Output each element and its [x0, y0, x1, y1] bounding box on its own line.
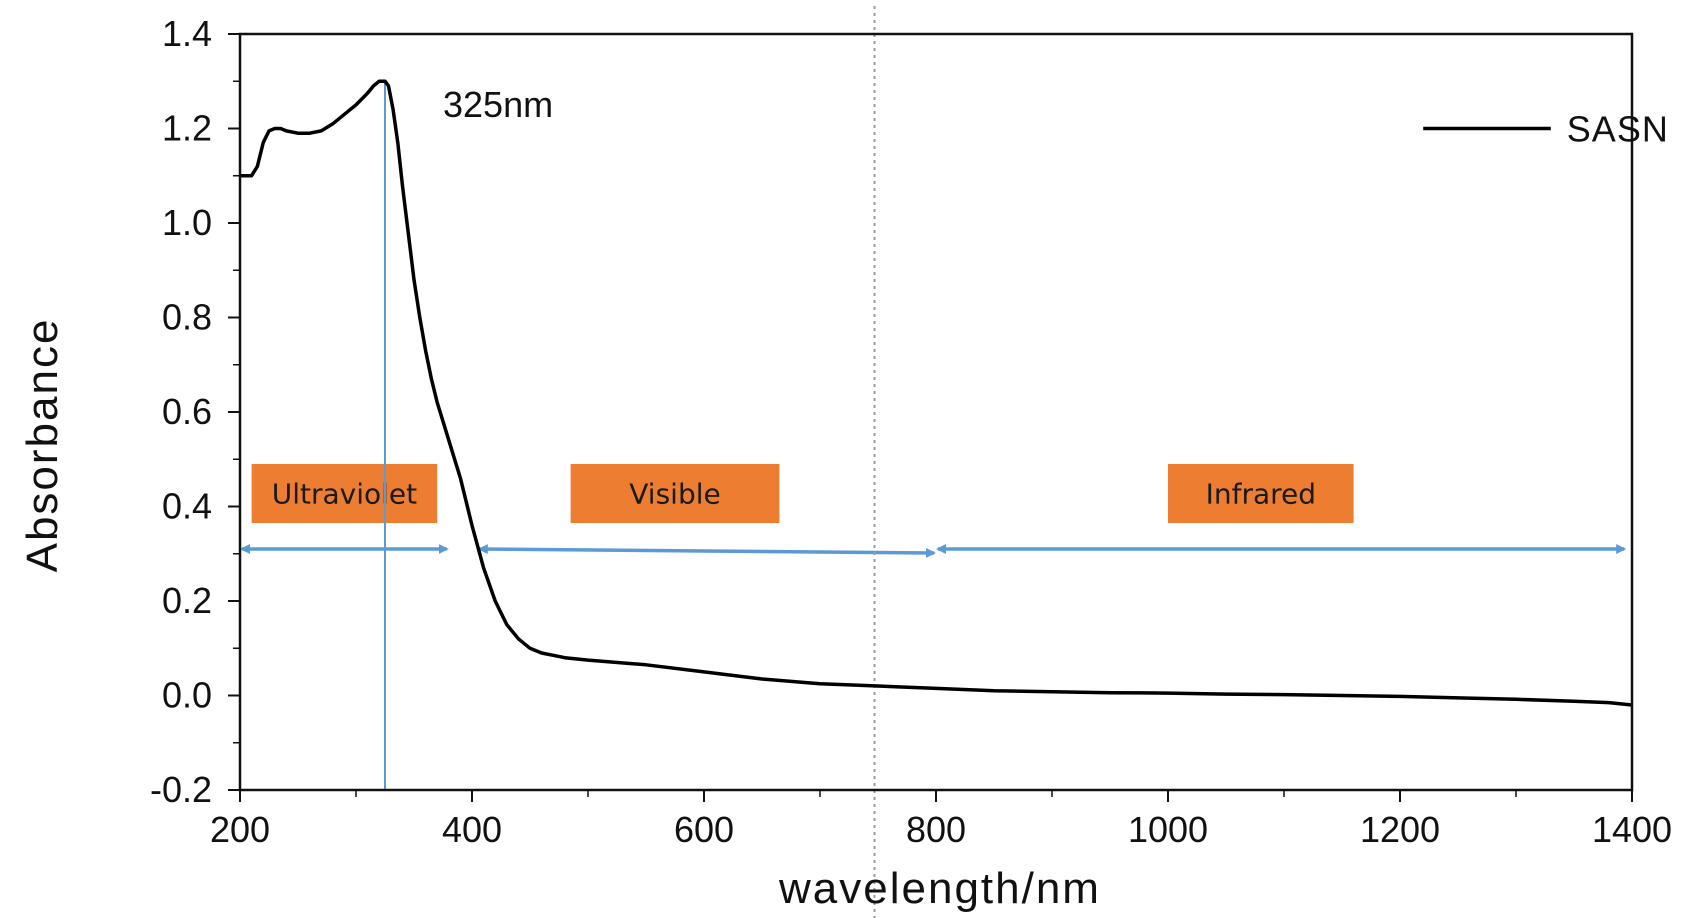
tick-layer: 200 400 600 800 1000 1200 1400 -0.2 0.0 0.2 0.4 0.6…	[150, 13, 1672, 850]
x-tick-label-1200: 1200	[1360, 809, 1440, 850]
y-tick-label: -0.2	[150, 769, 212, 810]
y-tick-label: 1.2	[162, 108, 212, 149]
x-tick-label-600: 600	[674, 809, 734, 850]
legend: SASN	[1423, 109, 1669, 150]
y-tick-label: 1.0	[162, 202, 212, 243]
region-label-visible: Visible	[629, 478, 720, 511]
region-label-box-visible	[570, 463, 780, 524]
region-label-box-infrared	[1168, 463, 1354, 524]
axes-layer	[238, 32, 1634, 792]
series-layer	[240, 79, 1633, 707]
region-arrow-visible	[477, 544, 936, 558]
reference-line-layer	[384, 6, 876, 918]
x-tick-label-800: 800	[906, 809, 966, 850]
x-axis-title: wavelength/nm	[778, 864, 1101, 913]
region-label-box-ultraviolet	[251, 463, 438, 524]
plot-frame	[238, 32, 1634, 792]
x-tick-label-1400: 1400	[1592, 809, 1672, 850]
region-label-ultraviolet: Ultraviolet	[272, 478, 417, 511]
x-tick-label-200: 200	[210, 809, 270, 850]
legend-label-sasn: SASN	[1567, 109, 1669, 150]
y-axis-title: Absorbance	[18, 318, 67, 573]
x-tick-label-400: 400	[442, 809, 502, 850]
annotation-layer: 325nm	[443, 84, 553, 125]
y-tick-label: 0.8	[162, 297, 212, 338]
y-tick-label: 0.2	[162, 580, 212, 621]
y-tick-label: 0.0	[162, 675, 212, 716]
region-label-infrared: Infrared	[1206, 478, 1316, 511]
region-layer: Ultraviolet Visible Infrared	[240, 463, 1627, 558]
y-tick-label: 0.6	[162, 391, 212, 432]
y-tick-label: 1.4	[162, 13, 212, 54]
series-line-sasn	[240, 79, 1633, 707]
y-tick-label: 0.4	[162, 486, 212, 527]
x-tick-label-1000: 1000	[1128, 809, 1208, 850]
peak-annotation: 325nm	[443, 84, 553, 125]
